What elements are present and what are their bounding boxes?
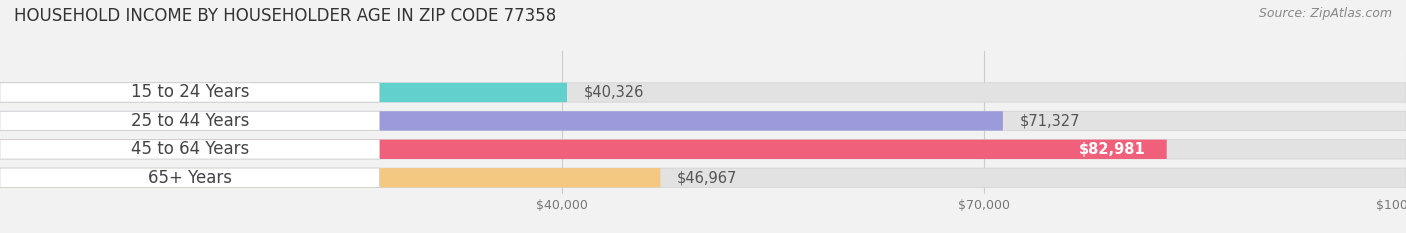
Text: 25 to 44 Years: 25 to 44 Years xyxy=(131,112,249,130)
FancyBboxPatch shape xyxy=(0,168,661,187)
Text: 15 to 24 Years: 15 to 24 Years xyxy=(131,83,249,102)
Text: $71,327: $71,327 xyxy=(1019,113,1080,128)
Text: 65+ Years: 65+ Years xyxy=(148,169,232,187)
Text: $40,326: $40,326 xyxy=(583,85,644,100)
Text: 45 to 64 Years: 45 to 64 Years xyxy=(131,140,249,158)
Text: HOUSEHOLD INCOME BY HOUSEHOLDER AGE IN ZIP CODE 77358: HOUSEHOLD INCOME BY HOUSEHOLDER AGE IN Z… xyxy=(14,7,557,25)
FancyBboxPatch shape xyxy=(0,111,1002,130)
FancyBboxPatch shape xyxy=(0,140,380,159)
FancyBboxPatch shape xyxy=(0,111,1406,130)
Text: $46,967: $46,967 xyxy=(678,170,738,185)
Text: $82,981: $82,981 xyxy=(1078,142,1146,157)
FancyBboxPatch shape xyxy=(0,168,1406,187)
FancyBboxPatch shape xyxy=(0,83,1406,102)
FancyBboxPatch shape xyxy=(0,140,1167,159)
Text: Source: ZipAtlas.com: Source: ZipAtlas.com xyxy=(1258,7,1392,20)
FancyBboxPatch shape xyxy=(0,83,567,102)
FancyBboxPatch shape xyxy=(0,111,380,130)
FancyBboxPatch shape xyxy=(0,168,380,187)
FancyBboxPatch shape xyxy=(0,140,1406,159)
FancyBboxPatch shape xyxy=(0,83,380,102)
